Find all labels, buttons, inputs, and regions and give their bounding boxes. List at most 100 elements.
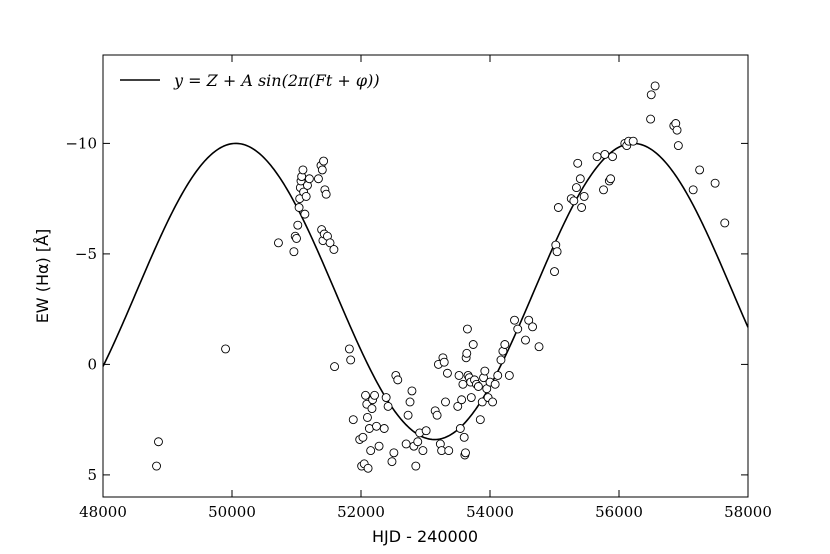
- data-point: [480, 366, 490, 376]
- data-point: [573, 158, 583, 168]
- data-point: [579, 191, 589, 201]
- data-point: [321, 189, 331, 199]
- y-tick-label: 5: [87, 466, 97, 484]
- data-point: [646, 114, 656, 124]
- data-point: [534, 342, 544, 352]
- data-point: [387, 457, 397, 467]
- data-point: [348, 415, 358, 425]
- data-point: [301, 191, 311, 201]
- data-point: [569, 196, 579, 206]
- data-point: [688, 185, 698, 195]
- data-point: [457, 395, 467, 405]
- data-point: [304, 174, 314, 184]
- data-point: [374, 441, 384, 451]
- data-point: [673, 141, 683, 151]
- data-point: [477, 397, 487, 407]
- data-point: [571, 183, 581, 193]
- data-point: [393, 375, 403, 385]
- x-axis-label: HJD - 240000: [372, 527, 478, 546]
- data-point: [379, 424, 389, 433]
- data-point: [606, 174, 616, 184]
- x-tick-label: 50000: [208, 503, 256, 521]
- data-point: [381, 393, 391, 402]
- data-point: [455, 424, 465, 433]
- data-point: [475, 415, 485, 425]
- data-point: [370, 390, 379, 400]
- data-point: [500, 340, 510, 349]
- data-point: [575, 174, 585, 184]
- data-point: [550, 267, 559, 277]
- data-point: [411, 461, 421, 471]
- data-point: [389, 448, 399, 458]
- data-point: [720, 218, 730, 228]
- data-point: [524, 315, 534, 325]
- data-point: [552, 247, 562, 257]
- x-tick-label: 56000: [595, 503, 643, 521]
- data-point: [488, 397, 498, 407]
- data-point: [490, 379, 500, 389]
- data-point: [154, 437, 163, 447]
- data-point: [366, 446, 376, 456]
- data-point: [432, 410, 442, 420]
- data-point: [298, 165, 308, 175]
- x-tick-label: 54000: [466, 503, 514, 521]
- data-point: [363, 463, 373, 473]
- data-point: [407, 386, 417, 396]
- data-point: [454, 371, 464, 380]
- data-point: [577, 203, 587, 212]
- data-point: [710, 178, 720, 188]
- data-point: [462, 324, 472, 334]
- data-point: [504, 371, 514, 380]
- data-point: [458, 379, 468, 389]
- data-point: [293, 220, 303, 230]
- data-point: [289, 247, 299, 257]
- data-point: [466, 393, 476, 402]
- data-point: [592, 152, 602, 162]
- data-point: [330, 362, 339, 372]
- legend-entry-label: y = Z + A sin(2π(Ft + φ)): [173, 71, 380, 90]
- data-point: [344, 344, 354, 354]
- x-tick-label: 52000: [337, 503, 385, 521]
- data-point: [473, 382, 483, 391]
- model-sine-curve: [102, 142, 749, 441]
- x-tick-label: 48000: [79, 503, 127, 521]
- data-point: [599, 185, 608, 195]
- y-tick-label: 0: [87, 355, 97, 373]
- data-point: [405, 397, 415, 407]
- data-point: [329, 245, 339, 254]
- data-point: [313, 174, 323, 184]
- y-tick-label: −5: [75, 245, 97, 263]
- y-axis-label: EW (Hα) [Å]: [33, 229, 52, 324]
- data-point: [528, 322, 538, 332]
- data-point: [383, 401, 393, 411]
- data-point: [459, 432, 469, 442]
- data-point: [363, 412, 372, 422]
- data-point: [367, 404, 377, 414]
- data-point: [418, 446, 428, 456]
- data-point: [442, 368, 452, 378]
- data-point: [319, 156, 329, 166]
- data-point: [510, 315, 519, 325]
- data-point: [152, 461, 161, 471]
- data-point: [513, 324, 523, 334]
- data-point: [553, 203, 563, 212]
- data-point: [441, 397, 450, 407]
- data-point: [600, 149, 610, 159]
- data-point: [358, 432, 368, 442]
- plot-area: [102, 54, 749, 498]
- legend: y = Z + A sin(2π(Ft + φ)): [120, 71, 380, 90]
- data-point: [300, 209, 310, 219]
- data-point: [413, 437, 423, 447]
- data-point: [468, 340, 478, 349]
- data-point: [221, 344, 231, 354]
- data-point: [294, 203, 304, 212]
- data-point: [346, 355, 356, 365]
- data-point: [453, 401, 463, 411]
- data-point: [646, 90, 656, 100]
- data-point: [401, 439, 411, 449]
- data-point: [462, 348, 472, 358]
- data-point: [672, 125, 682, 135]
- data-point: [628, 136, 638, 146]
- data-point: [650, 81, 660, 91]
